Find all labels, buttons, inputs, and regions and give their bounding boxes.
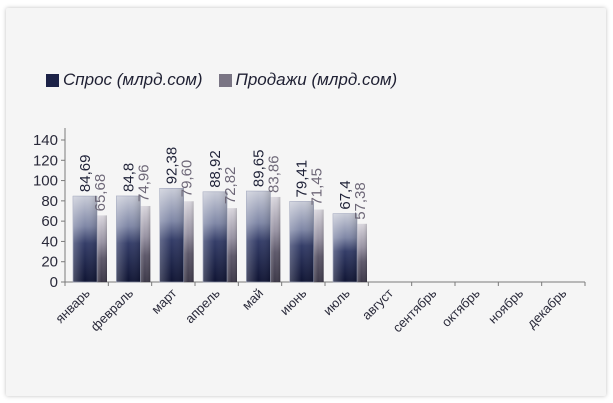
y-tick-label: 0	[50, 274, 58, 291]
data-label-demand: 67,4	[337, 180, 354, 209]
bar-sales-sheen	[182, 201, 194, 282]
x-tick-label: февраль	[88, 285, 137, 334]
x-tick-label: август	[359, 285, 396, 322]
bar-demand-sheen	[116, 195, 141, 282]
data-label-sales: 65,68	[92, 174, 109, 212]
x-tick-label: декабрь	[524, 285, 570, 331]
x-tick-label: июнь	[277, 285, 310, 318]
x-tick-label: июль	[320, 285, 353, 318]
legend-swatch-demand	[46, 73, 59, 87]
data-label-demand: 88,92	[207, 150, 224, 188]
bar-sales-sheen	[269, 196, 281, 282]
data-label-demand: 84,8	[120, 163, 137, 192]
x-tick-label: март	[148, 285, 179, 316]
bar-sales-sheen	[139, 205, 151, 282]
data-label-sales: 57,38	[352, 182, 369, 220]
bar-sales-sheen	[226, 208, 237, 282]
data-label-demand: 92,38	[164, 147, 181, 185]
bar-sales-sheen	[356, 223, 367, 282]
y-tick-label: 80	[41, 193, 58, 210]
bar-sales-sheen	[96, 215, 107, 282]
data-label-sales: 72,82	[222, 167, 239, 205]
legend-label-sales: Продажи (млрд.сом)	[235, 70, 398, 89]
y-tick-label: 40	[41, 233, 58, 250]
data-label-demand: 84,69	[77, 155, 94, 193]
data-label-demand: 89,65	[250, 150, 267, 188]
x-tick-label: ноябрь	[485, 285, 526, 326]
data-label-demand: 79,41	[294, 160, 311, 198]
y-tick-label: 140	[33, 132, 58, 149]
bar-sales-sheen	[312, 209, 324, 282]
y-tick-label: 60	[41, 213, 58, 230]
y-tick-label: 100	[33, 173, 58, 190]
legend-swatch-sales	[218, 73, 232, 87]
data-label-sales: 79,60	[179, 160, 196, 198]
data-label-sales: 71,45	[309, 168, 326, 206]
x-tick-label: октябрь	[439, 285, 483, 329]
data-label-sales: 74,96	[135, 164, 152, 202]
y-tick-label: 120	[33, 152, 58, 169]
x-tick-label: январь	[52, 285, 93, 326]
y-tick-label: 20	[41, 254, 58, 271]
legend: Спрос (млрд.сом) Продажи (млрд.сом)	[46, 70, 413, 90]
bar-demand-sheen	[246, 191, 271, 282]
legend-item-demand: Спрос (млрд.сом)	[46, 70, 203, 90]
bar-demand-sheen	[159, 188, 184, 282]
bar-demand-sheen	[333, 213, 357, 282]
bar-demand-sheen	[289, 201, 314, 282]
bar-demand-sheen	[73, 196, 97, 282]
x-tick-label: апрель	[182, 285, 223, 326]
x-tick-label: май	[239, 286, 266, 313]
bar-demand-sheen	[203, 191, 227, 282]
data-label-sales: 83,86	[265, 155, 282, 193]
legend-label-demand: Спрос (млрд.сом)	[63, 70, 203, 89]
legend-item-sales: Продажи (млрд.сом)	[218, 70, 398, 90]
x-tick-label: сентябрь	[390, 285, 440, 335]
